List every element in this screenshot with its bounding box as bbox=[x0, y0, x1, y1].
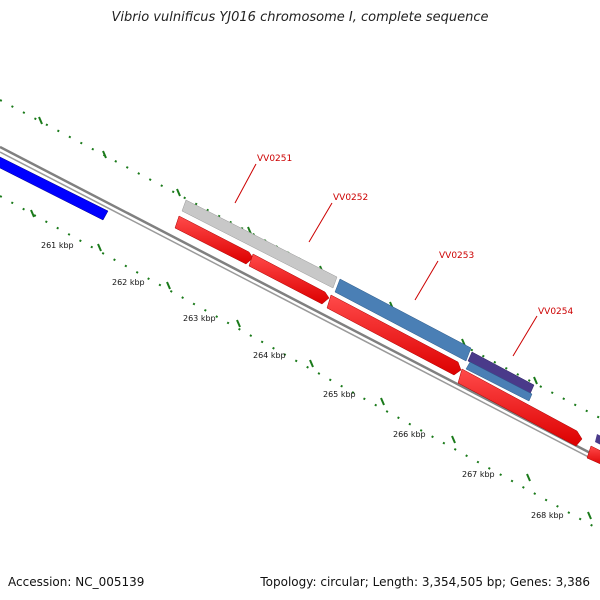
accession-text: Accession: NC_005139 bbox=[8, 575, 145, 589]
tick-label: 261 kbp bbox=[41, 241, 74, 250]
outer-major-ticks bbox=[38, 116, 538, 385]
label-leaders bbox=[234, 163, 538, 357]
gene-feature-vv0254-cds[interactable] bbox=[465, 361, 533, 402]
tick-labels: 261 kbp 262 kbp 263 kbp 264 kbp 265 kbp … bbox=[41, 241, 564, 520]
outer-gene-track bbox=[181, 199, 600, 446]
cds-arrow-2[interactable] bbox=[248, 253, 330, 305]
tick-label: 266 kbp bbox=[393, 430, 426, 439]
tick-label: 268 kbp bbox=[531, 511, 564, 520]
sequence-info-text: Topology: circular; Length: 3,354,505 bp… bbox=[260, 575, 590, 589]
tick-label: 262 kbp bbox=[112, 278, 145, 287]
tick-label: 265 kbp bbox=[323, 390, 356, 399]
gene-label-vv0251[interactable]: VV0251 bbox=[257, 154, 292, 164]
sequence-backbone bbox=[0, 145, 600, 464]
map-title: Vibrio vulnificus YJ016 chromosome I, co… bbox=[111, 10, 489, 25]
tick-label: 267 kbp bbox=[462, 470, 495, 479]
tick-label: 264 kbp bbox=[253, 351, 286, 360]
cds-arrow-5[interactable] bbox=[586, 445, 600, 466]
cds-arrow-3[interactable] bbox=[326, 294, 462, 376]
cds-arrow-1[interactable] bbox=[174, 215, 254, 265]
inner-major-ticks bbox=[30, 209, 592, 520]
gene-feature-vv0251[interactable] bbox=[181, 199, 338, 289]
cds-arrow-4[interactable] bbox=[457, 368, 583, 447]
inner-tick-ring bbox=[0, 195, 600, 531]
gene-feature-vv0253[interactable] bbox=[334, 278, 472, 362]
gene-feature-blue[interactable] bbox=[0, 152, 109, 221]
gene-label-vv0254[interactable]: VV0254 bbox=[538, 307, 573, 317]
tick-label: 263 kbp bbox=[183, 314, 216, 323]
cds-track bbox=[174, 215, 600, 466]
gene-label-vv0252[interactable]: VV0252 bbox=[333, 193, 368, 203]
gene-label-vv0253[interactable]: VV0253 bbox=[439, 251, 474, 261]
gene-feature-right-edge[interactable] bbox=[595, 434, 600, 446]
gene-labels: VV0251 VV0252 VV0253 VV0254 bbox=[257, 154, 573, 317]
